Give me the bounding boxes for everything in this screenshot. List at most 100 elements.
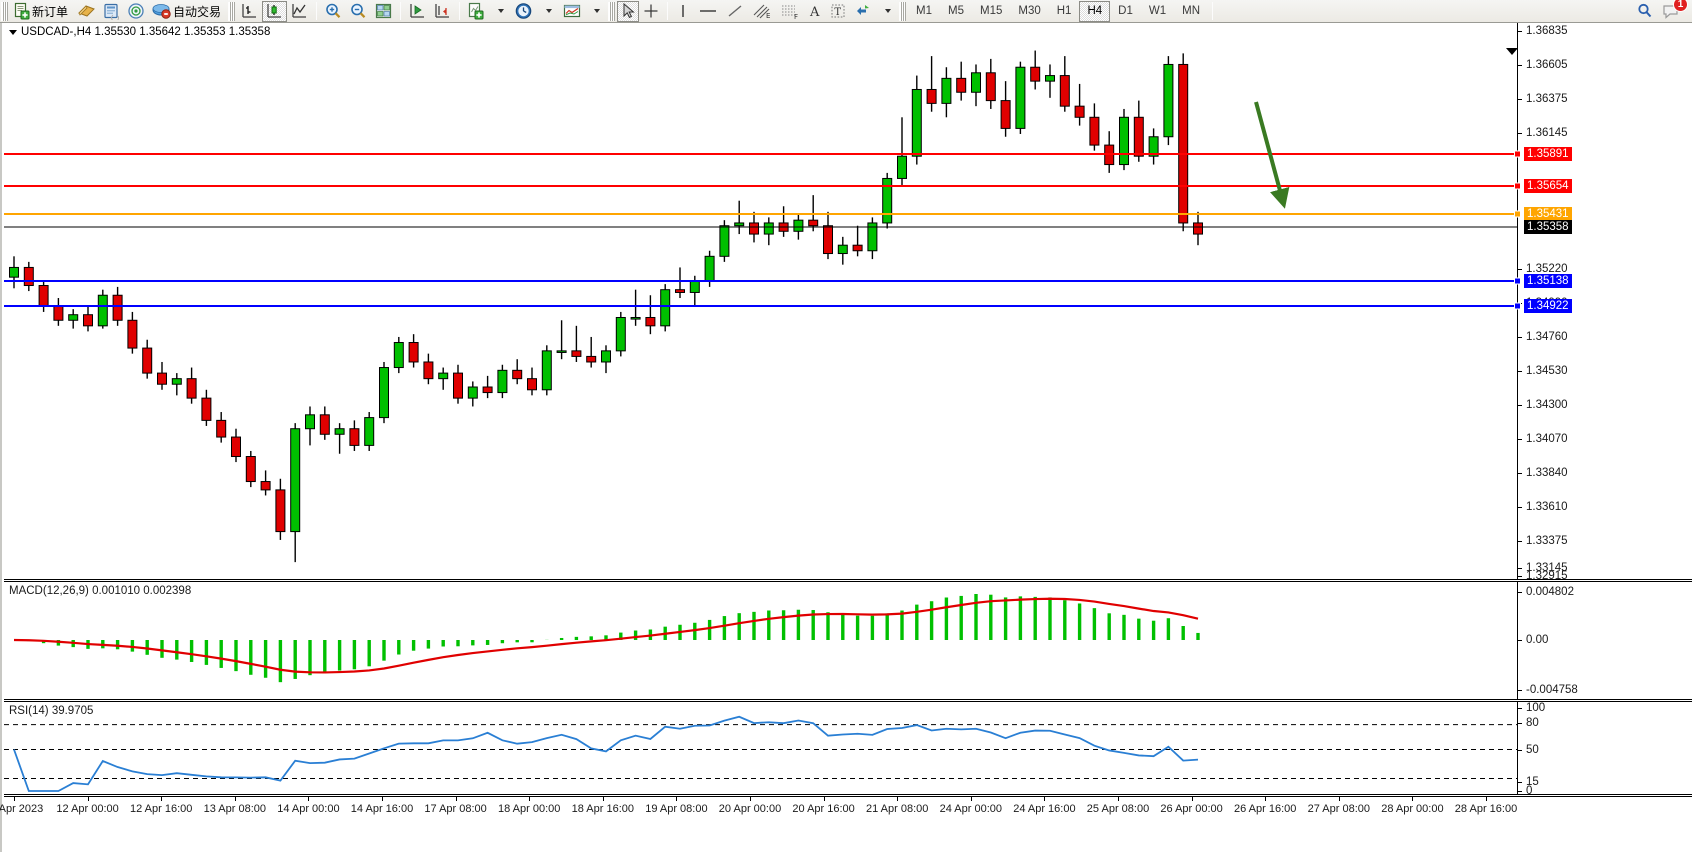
price-pane[interactable]: USDCAD-,H4 1.35530 1.35642 1.35353 1.353… (4, 23, 1692, 582)
timeframe-m5[interactable]: M5 (948, 5, 964, 17)
timeframe-w1[interactable]: W1 (1148, 5, 1167, 17)
rsi-axis[interactable]: 100 80 50 15 0 (1517, 702, 1692, 797)
templates-button[interactable] (559, 1, 585, 22)
text-tool-button[interactable]: A (804, 1, 826, 22)
toolbar-grip-periods[interactable] (899, 1, 907, 21)
chevron-down-icon (546, 9, 553, 13)
rsi-label: RSI(14) 39.9705 (9, 705, 94, 717)
time-axis-tick (970, 797, 972, 801)
price-level-tag-pivot[interactable]: 1.35431 (1524, 207, 1572, 221)
arrows-dropdown[interactable] (876, 1, 898, 22)
data-window-icon (104, 3, 120, 20)
rsi-axis-tick-label: 80 (1526, 717, 1539, 729)
new-chart-button[interactable] (464, 1, 489, 22)
zoom-out-button[interactable] (346, 1, 371, 22)
timeframe-m15[interactable]: M15 (980, 5, 1003, 17)
navigator-button[interactable] (124, 1, 149, 22)
horizontal-level-lines[interactable] (4, 23, 1517, 579)
rsi-pane[interactable]: RSI(14) 39.9705 100 80 50 15 0 (4, 701, 1692, 797)
timeframe-h4[interactable]: H4 (1079, 0, 1111, 22)
period-button[interactable] (511, 1, 537, 22)
chart-grid-button[interactable] (371, 1, 396, 22)
price-axis-tick-label: 1.32915 (1526, 570, 1568, 582)
time-axis-tick (750, 797, 751, 801)
price-axis[interactable]: 1.36835 1.36605 1.36375 1.36145 1.35220 1.349… (1514, 23, 1692, 582)
svg-text:A: A (809, 5, 820, 20)
time-axis-tick (14, 797, 15, 801)
chevron-down-icon (594, 9, 601, 13)
timeframe-m1[interactable]: M1 (916, 5, 933, 17)
line-chart-button[interactable] (287, 1, 312, 22)
price-axis-tick (1518, 269, 1522, 270)
vertical-line-button[interactable] (672, 1, 694, 22)
macd-axis[interactable]: 0.004802 0.00 -0.004758 (1517, 582, 1692, 699)
notifications-button[interactable]: 1 (1658, 0, 1688, 22)
candlestick-chart-button[interactable] (262, 0, 288, 22)
toolbar-grip-standard[interactable] (1, 1, 8, 21)
macd-pane[interactable]: MACD(12,26,9) 0.001010 0.002398 0.004802… (4, 581, 1692, 700)
time-axis-label: 24 Apr 00:00 (939, 803, 1002, 815)
period-dropdown[interactable] (537, 1, 559, 22)
autotrading-button[interactable]: 自动交易 (149, 1, 227, 22)
equidistant-channel-button[interactable]: E (748, 1, 776, 22)
time-axis-label: 12 Apr 00:00 (56, 803, 119, 815)
time-axis-label: 28 Apr 16:00 (1454, 803, 1518, 815)
trendline-button[interactable] (722, 1, 748, 22)
macd-plot-area[interactable] (4, 582, 1517, 699)
toolbar-grip-charts[interactable] (228, 1, 236, 21)
price-axis-tick-label: 1.33610 (1526, 501, 1568, 513)
toolbar-separator-4 (667, 2, 669, 20)
price-level-handle[interactable] (1514, 210, 1521, 218)
price-level-tag-support[interactable]: 1.34922 (1524, 299, 1572, 313)
new-order-button[interactable]: 新订单 (10, 1, 74, 22)
rsi-axis-tick (1518, 708, 1522, 709)
cursor-tool-button[interactable] (617, 0, 640, 22)
price-level-tag-support[interactable]: 1.35138 (1524, 274, 1572, 288)
toolbar-grip-line-studies[interactable] (608, 1, 616, 21)
timeframe-h1[interactable]: H1 (1056, 5, 1072, 17)
auto-scroll-button[interactable] (405, 1, 430, 22)
price-axis-tick (1518, 371, 1522, 372)
new-chart-dropdown[interactable] (489, 1, 511, 22)
chart-title: USDCAD-,H4 1.35530 1.35642 1.35353 1.353… (9, 26, 270, 38)
text-icon: A (809, 5, 820, 20)
data-window-button[interactable] (99, 1, 124, 22)
price-level-tag-resistance[interactable]: 1.35654 (1524, 179, 1572, 193)
price-level-handle[interactable] (1514, 182, 1521, 190)
price-axis-tick (1518, 65, 1522, 66)
price-axis-tick-label: 1.33375 (1526, 535, 1568, 547)
macd-axis-tick-label: -0.004758 (1526, 684, 1578, 696)
rsi-plot-area[interactable] (4, 702, 1517, 794)
terminal-button[interactable] (74, 1, 99, 22)
crosshair-tool-button[interactable] (639, 1, 663, 22)
price-level-tag-resistance[interactable]: 1.35891 (1524, 147, 1572, 161)
chart-menu-icon[interactable] (9, 29, 17, 35)
trend-arrow-annotation[interactable] (4, 23, 1517, 579)
rsi-axis-tick (1518, 723, 1522, 724)
fibonacci-button[interactable]: F (776, 1, 804, 22)
price-plot-area[interactable] (4, 23, 1517, 579)
bar-chart-button[interactable] (237, 1, 262, 22)
price-level-handle[interactable] (1514, 150, 1521, 158)
price-level-handle[interactable] (1514, 302, 1521, 310)
time-axis-label: 26 Apr 00:00 (1160, 803, 1223, 815)
line-chart-icon (292, 4, 307, 18)
clock-icon (515, 3, 532, 19)
time-axis-label: 26 Apr 16:00 (1233, 803, 1297, 815)
price-level-tag-current-price[interactable]: 1.35358 (1524, 220, 1572, 234)
search-button[interactable] (1632, 1, 1658, 22)
timeframe-m30[interactable]: M30 (1018, 5, 1041, 17)
templates-dropdown[interactable] (585, 1, 607, 22)
timeframe-d1[interactable]: D1 (1118, 5, 1133, 17)
horizontal-line-button[interactable] (694, 1, 722, 22)
text-label-button[interactable]: T (826, 1, 850, 22)
chart-shift-button[interactable] (430, 1, 455, 22)
arrows-button[interactable] (850, 1, 876, 22)
time-axis[interactable]: 11 Apr 2023 12 Apr 00:00 12 Apr 16:00 13 Ap… (0, 796, 1692, 852)
zoom-in-button[interactable] (321, 1, 346, 22)
fibonacci-icon: F (782, 5, 798, 20)
timeframe-mn[interactable]: MN (1182, 5, 1200, 17)
price-level-handle[interactable] (1514, 277, 1521, 285)
price-axis-tick (1518, 133, 1522, 134)
autotrading-label: 自动交易 (173, 4, 222, 19)
